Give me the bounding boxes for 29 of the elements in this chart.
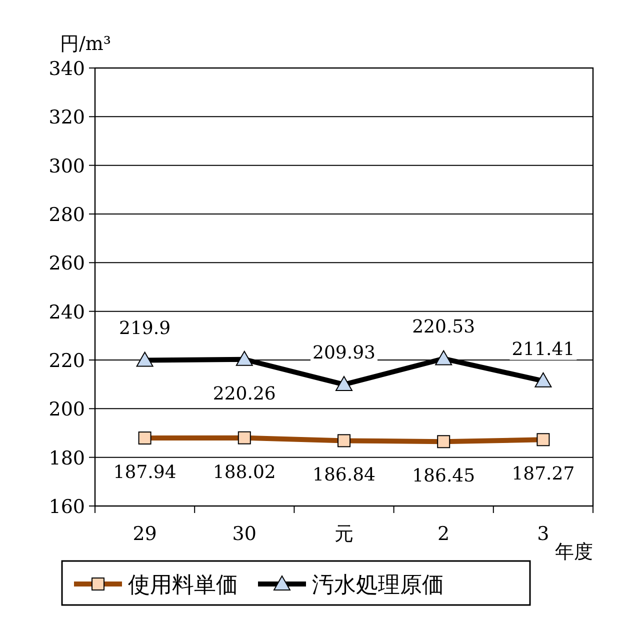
data-label: 188.02 bbox=[212, 462, 276, 483]
x-axis-title: 年度 bbox=[555, 541, 593, 563]
y-axis-title: 円/m³ bbox=[60, 33, 112, 55]
data-label: 211.41 bbox=[512, 338, 575, 360]
y-tick-label: 280 bbox=[48, 204, 85, 226]
y-tick-label: 200 bbox=[48, 398, 85, 421]
y-tick-label: 320 bbox=[48, 106, 85, 129]
data-label: 187.94 bbox=[113, 462, 176, 484]
x-tick-label: 3 bbox=[537, 523, 550, 545]
data-label: 219.9 bbox=[119, 318, 171, 340]
y-tick-label: 160 bbox=[48, 496, 85, 518]
data-label: 220.26 bbox=[212, 383, 276, 404]
data-label: 220.53 bbox=[412, 316, 476, 338]
y-tick-label: 220 bbox=[48, 350, 85, 372]
x-tick-label: 30 bbox=[232, 523, 256, 545]
y-tick-label: 240 bbox=[48, 301, 85, 324]
y-tick-label: 180 bbox=[48, 447, 85, 470]
x-tick-label: 元 bbox=[334, 523, 354, 545]
legend-label: 汚水処理原価 bbox=[312, 573, 444, 598]
y-tick-label: 260 bbox=[48, 252, 85, 275]
y-tick-label: 300 bbox=[48, 155, 85, 178]
data-label: 186.84 bbox=[312, 464, 376, 486]
data-label: 187.27 bbox=[512, 464, 575, 485]
data-label: 209.93 bbox=[312, 342, 376, 364]
x-tick-label: 2 bbox=[438, 523, 450, 545]
legend-label: 使用料単価 bbox=[128, 573, 238, 598]
data-label: 186.45 bbox=[412, 466, 476, 487]
x-tick-label: 29 bbox=[132, 523, 157, 545]
y-tick-label: 340 bbox=[48, 58, 85, 80]
